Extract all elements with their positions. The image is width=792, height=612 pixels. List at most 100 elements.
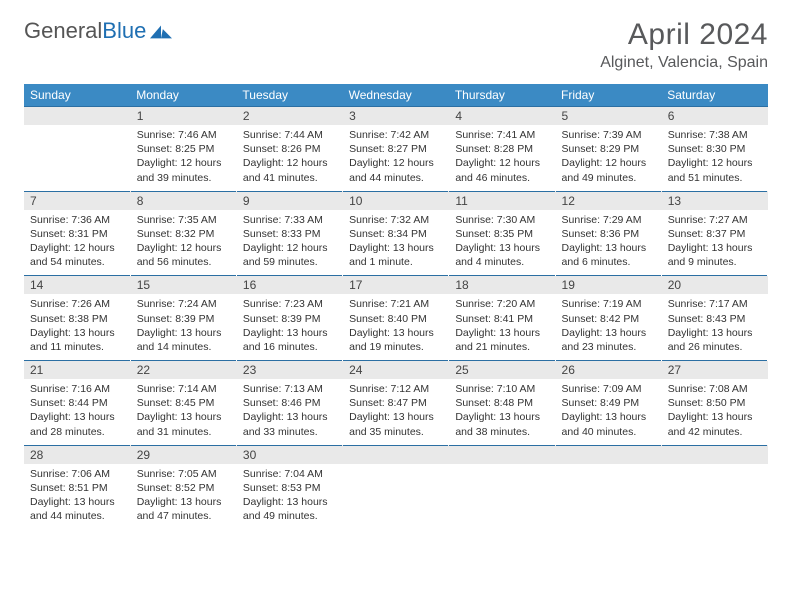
sunset-line: Sunset: 8:37 PM — [668, 227, 761, 241]
sunrise-line: Sunrise: 7:06 AM — [30, 467, 124, 481]
day-header: Friday — [555, 84, 661, 107]
sunrise-line: Sunrise: 7:08 AM — [668, 382, 761, 396]
day-body-cell: Sunrise: 7:27 AMSunset: 8:37 PMDaylight:… — [661, 210, 767, 276]
sunrise-line: Sunrise: 7:26 AM — [30, 297, 124, 311]
day-number-cell: 22 — [130, 361, 236, 380]
page-header: GeneralBlue April 2024 Alginet, Valencia… — [24, 18, 768, 72]
brand-name-2: Blue — [102, 18, 146, 44]
daylight-line: Daylight: 13 hours and 4 minutes. — [455, 241, 548, 269]
day-number-cell: 1 — [130, 107, 236, 126]
day-number-cell — [449, 445, 555, 464]
daylight-line: Daylight: 13 hours and 26 minutes. — [668, 326, 761, 354]
day-number-cell: 10 — [343, 191, 449, 210]
day-body-cell: Sunrise: 7:38 AMSunset: 8:30 PMDaylight:… — [661, 125, 767, 191]
day-header: Sunday — [24, 84, 130, 107]
brand-triangle-icon — [150, 23, 172, 39]
day-body-cell: Sunrise: 7:08 AMSunset: 8:50 PMDaylight:… — [661, 379, 767, 445]
daylight-line: Daylight: 13 hours and 47 minutes. — [137, 495, 230, 523]
daylight-line: Daylight: 13 hours and 40 minutes. — [562, 410, 655, 438]
day-body-cell: Sunrise: 7:09 AMSunset: 8:49 PMDaylight:… — [555, 379, 661, 445]
sunrise-line: Sunrise: 7:32 AM — [349, 213, 442, 227]
day-number-cell: 3 — [343, 107, 449, 126]
day-number-cell: 9 — [236, 191, 342, 210]
daylight-line: Daylight: 12 hours and 59 minutes. — [243, 241, 336, 269]
day-body-cell: Sunrise: 7:23 AMSunset: 8:39 PMDaylight:… — [236, 294, 342, 360]
day-body-cell: Sunrise: 7:12 AMSunset: 8:47 PMDaylight:… — [343, 379, 449, 445]
day-body-cell — [449, 464, 555, 530]
calendar-body: 123456Sunrise: 7:46 AMSunset: 8:25 PMDay… — [24, 107, 768, 530]
day-body-cell: Sunrise: 7:30 AMSunset: 8:35 PMDaylight:… — [449, 210, 555, 276]
daylight-line: Daylight: 13 hours and 23 minutes. — [562, 326, 655, 354]
sunrise-line: Sunrise: 7:38 AM — [668, 128, 761, 142]
daylight-line: Daylight: 13 hours and 44 minutes. — [30, 495, 124, 523]
day-number-cell: 21 — [24, 361, 130, 380]
day-header: Monday — [130, 84, 236, 107]
day-number-cell: 6 — [661, 107, 767, 126]
day-number-cell: 25 — [449, 361, 555, 380]
day-number-cell: 5 — [555, 107, 661, 126]
day-body-cell: Sunrise: 7:35 AMSunset: 8:32 PMDaylight:… — [130, 210, 236, 276]
sunset-line: Sunset: 8:25 PM — [137, 142, 230, 156]
brand-logo: GeneralBlue — [24, 18, 172, 44]
daylight-line: Daylight: 12 hours and 51 minutes. — [668, 156, 761, 184]
sunrise-line: Sunrise: 7:04 AM — [243, 467, 336, 481]
sunrise-line: Sunrise: 7:30 AM — [455, 213, 548, 227]
day-body-row: Sunrise: 7:06 AMSunset: 8:51 PMDaylight:… — [24, 464, 768, 530]
daylight-line: Daylight: 13 hours and 19 minutes. — [349, 326, 442, 354]
day-body-row: Sunrise: 7:46 AMSunset: 8:25 PMDaylight:… — [24, 125, 768, 191]
sunset-line: Sunset: 8:50 PM — [668, 396, 761, 410]
sunset-line: Sunset: 8:33 PM — [243, 227, 336, 241]
day-body-cell: Sunrise: 7:44 AMSunset: 8:26 PMDaylight:… — [236, 125, 342, 191]
day-body-cell — [661, 464, 767, 530]
daylight-line: Daylight: 13 hours and 16 minutes. — [243, 326, 336, 354]
day-body-cell: Sunrise: 7:39 AMSunset: 8:29 PMDaylight:… — [555, 125, 661, 191]
day-number-cell: 26 — [555, 361, 661, 380]
sunset-line: Sunset: 8:41 PM — [455, 312, 548, 326]
sunrise-line: Sunrise: 7:24 AM — [137, 297, 230, 311]
calendar-page: GeneralBlue April 2024 Alginet, Valencia… — [0, 0, 792, 547]
daylight-line: Daylight: 13 hours and 11 minutes. — [30, 326, 124, 354]
sunrise-line: Sunrise: 7:13 AM — [243, 382, 336, 396]
sunrise-line: Sunrise: 7:19 AM — [562, 297, 655, 311]
day-body-cell: Sunrise: 7:33 AMSunset: 8:33 PMDaylight:… — [236, 210, 342, 276]
day-number-cell: 18 — [449, 276, 555, 295]
day-number-cell: 19 — [555, 276, 661, 295]
calendar-table: Sunday Monday Tuesday Wednesday Thursday… — [24, 84, 768, 529]
sunset-line: Sunset: 8:42 PM — [562, 312, 655, 326]
sunset-line: Sunset: 8:30 PM — [668, 142, 761, 156]
sunset-line: Sunset: 8:38 PM — [30, 312, 124, 326]
day-body-cell: Sunrise: 7:29 AMSunset: 8:36 PMDaylight:… — [555, 210, 661, 276]
sunset-line: Sunset: 8:34 PM — [349, 227, 442, 241]
day-body-cell: Sunrise: 7:10 AMSunset: 8:48 PMDaylight:… — [449, 379, 555, 445]
daylight-line: Daylight: 13 hours and 31 minutes. — [137, 410, 230, 438]
day-body-cell: Sunrise: 7:41 AMSunset: 8:28 PMDaylight:… — [449, 125, 555, 191]
sunset-line: Sunset: 8:27 PM — [349, 142, 442, 156]
daylight-line: Daylight: 13 hours and 1 minute. — [349, 241, 442, 269]
day-number-cell — [661, 445, 767, 464]
sunrise-line: Sunrise: 7:42 AM — [349, 128, 442, 142]
day-number-row: 14151617181920 — [24, 276, 768, 295]
day-body-row: Sunrise: 7:16 AMSunset: 8:44 PMDaylight:… — [24, 379, 768, 445]
daylight-line: Daylight: 12 hours and 39 minutes. — [137, 156, 230, 184]
daylight-line: Daylight: 13 hours and 49 minutes. — [243, 495, 336, 523]
sunset-line: Sunset: 8:28 PM — [455, 142, 548, 156]
sunrise-line: Sunrise: 7:23 AM — [243, 297, 336, 311]
day-number-cell: 27 — [661, 361, 767, 380]
sunrise-line: Sunrise: 7:33 AM — [243, 213, 336, 227]
day-number-cell: 16 — [236, 276, 342, 295]
sunrise-line: Sunrise: 7:27 AM — [668, 213, 761, 227]
daylight-line: Daylight: 13 hours and 6 minutes. — [562, 241, 655, 269]
day-header: Thursday — [449, 84, 555, 107]
day-body-cell: Sunrise: 7:19 AMSunset: 8:42 PMDaylight:… — [555, 294, 661, 360]
day-body-row: Sunrise: 7:26 AMSunset: 8:38 PMDaylight:… — [24, 294, 768, 360]
sunset-line: Sunset: 8:35 PM — [455, 227, 548, 241]
day-body-cell: Sunrise: 7:16 AMSunset: 8:44 PMDaylight:… — [24, 379, 130, 445]
day-body-cell: Sunrise: 7:06 AMSunset: 8:51 PMDaylight:… — [24, 464, 130, 530]
sunset-line: Sunset: 8:45 PM — [137, 396, 230, 410]
day-header: Saturday — [661, 84, 767, 107]
daylight-line: Daylight: 13 hours and 33 minutes. — [243, 410, 336, 438]
day-number-cell: 4 — [449, 107, 555, 126]
sunset-line: Sunset: 8:43 PM — [668, 312, 761, 326]
day-number-cell: 14 — [24, 276, 130, 295]
sunrise-line: Sunrise: 7:16 AM — [30, 382, 124, 396]
